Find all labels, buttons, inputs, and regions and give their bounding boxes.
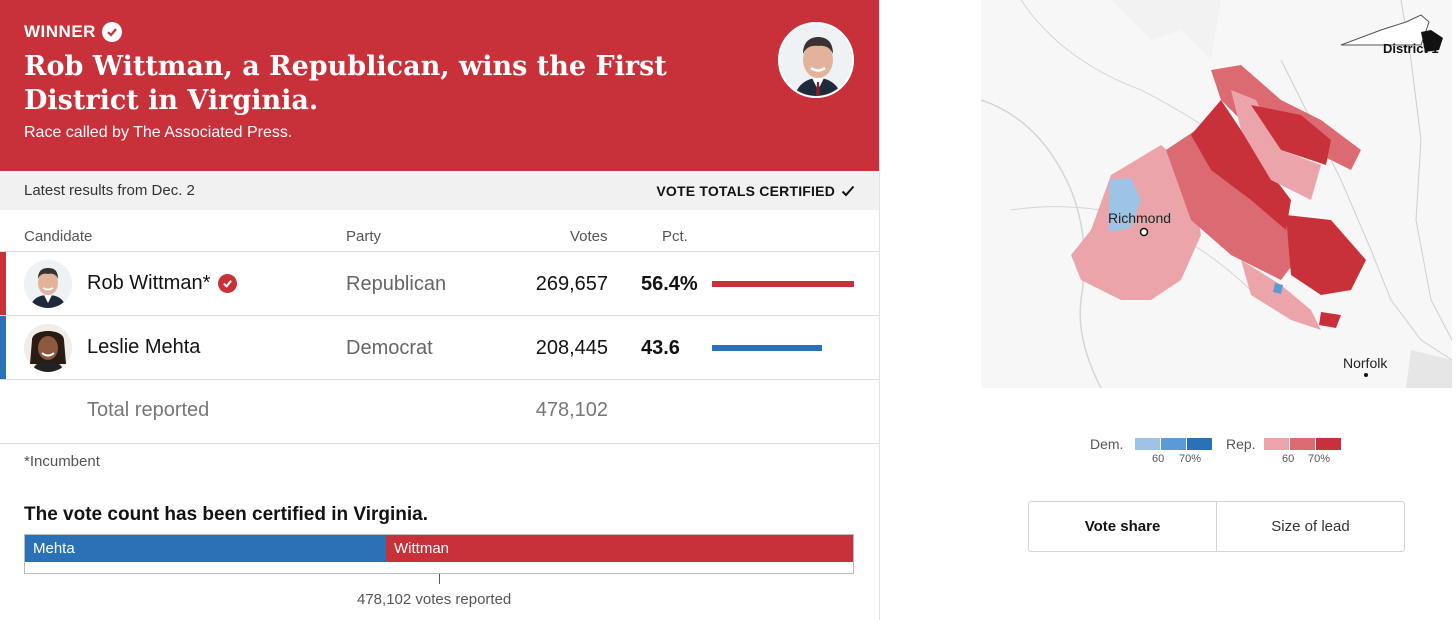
certified-label: VOTE TOTALS CERTIFIED bbox=[656, 182, 835, 199]
winner-check-icon bbox=[218, 274, 238, 293]
check-icon bbox=[101, 22, 122, 42]
candidate-party: Republican bbox=[346, 273, 447, 295]
candidate-party: Democrat bbox=[346, 337, 433, 359]
candidate-votes: 208,445 bbox=[535, 337, 608, 359]
rep-segment: Wittman bbox=[386, 535, 853, 562]
header-votes: Votes bbox=[570, 228, 608, 245]
candidate-pct: 43.6 bbox=[641, 337, 680, 359]
certified-title: The vote count has been certified in Vir… bbox=[24, 504, 429, 525]
legend-tick: 70% bbox=[1179, 453, 1202, 465]
results-panel: WINNER Rob Wittman, a Republican, wins t… bbox=[0, 0, 879, 608]
headline: Rob Wittman, a Republican, wins the Firs… bbox=[24, 51, 667, 116]
norfolk-marker bbox=[1364, 373, 1368, 377]
total-reported-label: Total reported bbox=[87, 399, 210, 421]
candidate-name: Leslie Mehta bbox=[87, 336, 200, 359]
district-region-mid bbox=[1166, 120, 1311, 280]
district-region-dark2 bbox=[1286, 215, 1366, 295]
party-stripe-dem bbox=[0, 316, 6, 379]
column-divider bbox=[879, 0, 880, 620]
candidate-row-wittman: Rob Wittman* Republican 269,657 56.4% bbox=[0, 252, 879, 315]
legend-rep-label: Rep. bbox=[1226, 436, 1256, 452]
candidate-pct: 56.4% bbox=[641, 273, 698, 295]
district-region-blue2 bbox=[1273, 283, 1283, 294]
vote-share-button[interactable]: Vote share bbox=[1084, 518, 1161, 535]
inset-label: District 1 bbox=[1383, 41, 1439, 56]
results-status-bar: Latest results from Dec. 2 VOTE TOTALS C… bbox=[0, 171, 879, 210]
legend-tick: 70% bbox=[1308, 453, 1331, 465]
row-divider bbox=[0, 315, 879, 316]
legend-tick: 60 bbox=[1282, 453, 1295, 465]
rep-segment-label: Wittman bbox=[394, 540, 450, 557]
legend-swatch bbox=[1135, 438, 1160, 450]
richmond-marker bbox=[1139, 227, 1149, 237]
district-region-light2 bbox=[1231, 90, 1321, 200]
header-pct: Pct. bbox=[662, 228, 688, 245]
city-label-norfolk: Norfolk bbox=[1343, 355, 1388, 371]
map-view-toggle[interactable]: Vote share Size of lead bbox=[1028, 501, 1405, 552]
candidate-votes: 269,657 bbox=[535, 273, 608, 295]
legend-dem-label: Dem. bbox=[1090, 436, 1124, 452]
virginia-inset bbox=[1340, 14, 1430, 46]
header-party: Party bbox=[346, 228, 382, 245]
legend-swatch bbox=[1187, 438, 1212, 450]
header-candidate: Candidate bbox=[24, 228, 93, 245]
size-of-lead-button[interactable]: Size of lead bbox=[1216, 502, 1404, 551]
candidate-row-mehta: Leslie Mehta Democrat 208,445 43.6 bbox=[0, 316, 879, 379]
legend-swatch bbox=[1290, 438, 1315, 450]
winner-avatar bbox=[778, 22, 854, 98]
row-divider bbox=[0, 379, 879, 380]
legend-swatch bbox=[1264, 438, 1289, 450]
dem-segment-label: Mehta bbox=[33, 540, 75, 557]
district-region-dark3 bbox=[1251, 105, 1331, 165]
district-region-light bbox=[1071, 145, 1201, 300]
candidate-avatar bbox=[24, 260, 72, 308]
winner-tag: WINNER bbox=[24, 22, 122, 42]
candidate-avatar bbox=[24, 324, 72, 372]
district-region-dark bbox=[1191, 100, 1291, 230]
subhead: Race called by The Associated Press. bbox=[24, 124, 293, 141]
row-divider bbox=[0, 443, 879, 444]
candidate-name: Rob Wittman* bbox=[87, 272, 238, 295]
halfway-tick bbox=[439, 574, 440, 584]
district-region-blue bbox=[1109, 178, 1141, 232]
district-region-dark4 bbox=[1319, 312, 1341, 328]
legend-swatch bbox=[1316, 438, 1341, 450]
district-region-light3 bbox=[1241, 260, 1321, 330]
checkmark-icon bbox=[841, 185, 855, 196]
legend-swatch bbox=[1161, 438, 1186, 450]
candidate-name-text: Leslie Mehta bbox=[87, 336, 201, 358]
row-divider bbox=[0, 251, 879, 252]
party-stripe-rep bbox=[0, 252, 6, 315]
latest-results-text: Latest results from Dec. 2 bbox=[24, 182, 195, 199]
vote-share-bar bbox=[712, 345, 822, 351]
certified-badge: VOTE TOTALS CERTIFIED bbox=[656, 183, 855, 199]
district-map[interactable]: Richmond Norfolk bbox=[981, 0, 1452, 388]
incumbent-footnote: *Incumbent bbox=[24, 453, 100, 470]
votes-reported: 478,102 votes reported bbox=[357, 591, 512, 608]
total-reported-votes: 478,102 bbox=[535, 399, 608, 421]
city-label-richmond: Richmond bbox=[1108, 210, 1172, 226]
winner-tag-label: WINNER bbox=[24, 22, 96, 41]
winner-banner: WINNER Rob Wittman, a Republican, wins t… bbox=[0, 0, 879, 171]
candidate-name-text: Rob Wittman* bbox=[87, 272, 211, 294]
vote-share-bar bbox=[712, 281, 854, 287]
dem-segment: Mehta bbox=[25, 535, 386, 562]
legend-tick: 60 bbox=[1152, 453, 1165, 465]
vote-count-bar: Mehta Wittman bbox=[24, 534, 854, 574]
